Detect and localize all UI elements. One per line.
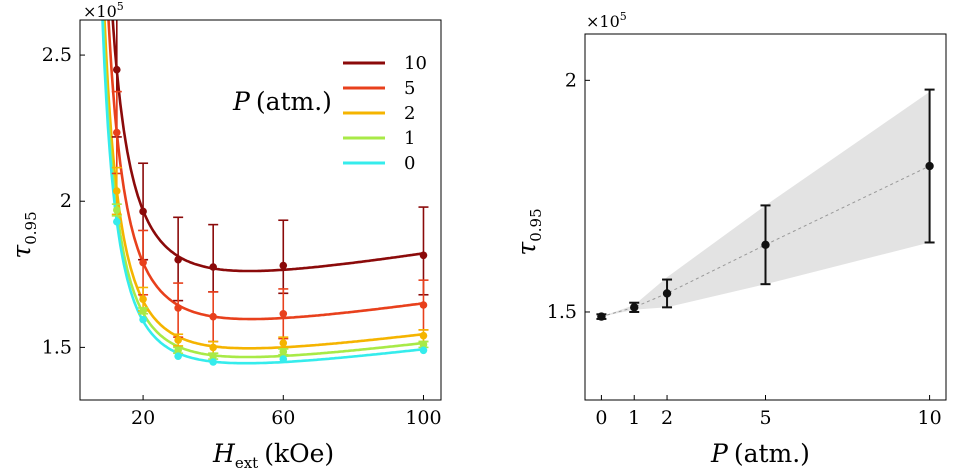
legend-item-0: 0 <box>343 153 415 174</box>
data-point <box>597 312 606 321</box>
data-point <box>662 289 672 298</box>
data-point-5 <box>113 128 121 137</box>
legend-item-10: 10 <box>343 53 427 74</box>
y-tick-label: 2.5 <box>42 44 72 66</box>
data-point-2 <box>209 343 217 352</box>
data-point-5 <box>139 258 147 267</box>
trend-line <box>601 165 930 318</box>
right-data-points <box>597 161 934 321</box>
x-tick-label: 0 <box>595 407 607 429</box>
left-xlabel: Hext (kOe) <box>212 439 334 471</box>
legend-label: 10 <box>404 53 427 74</box>
data-point-2 <box>139 295 147 303</box>
legend-label: 2 <box>404 103 415 124</box>
error-bar-10 <box>278 219 289 295</box>
data-point-0 <box>419 346 428 355</box>
data-point-5 <box>209 312 217 321</box>
data-point-10 <box>139 207 147 216</box>
x-tick-label: 2 <box>661 407 673 429</box>
left-ylabel: τ0.95 <box>7 211 40 258</box>
legend-label: 5 <box>404 78 415 99</box>
data-point <box>630 303 639 312</box>
data-point-2 <box>113 187 121 195</box>
series-line-0 <box>101 20 424 365</box>
data-point-10 <box>174 255 182 264</box>
data-point-1 <box>209 352 217 360</box>
x-tick-label: 5 <box>759 407 771 429</box>
uncertainty-band <box>601 91 930 317</box>
right-xlabel: P (atm.) <box>710 439 810 468</box>
data-point-0 <box>113 217 121 226</box>
series-line-1 <box>101 20 424 359</box>
data-point-2 <box>174 336 182 344</box>
left-error-bars <box>111 20 429 360</box>
left-multiplier: ×105 <box>83 0 124 21</box>
x-tick-label: 60 <box>271 407 295 429</box>
right-ylabel: τ0.95 <box>512 208 545 255</box>
data-point-1 <box>139 307 147 315</box>
error-bar-10 <box>208 223 219 293</box>
series-line-5 <box>107 20 424 321</box>
y-tick-label: 1.5 <box>42 336 72 358</box>
data-point-2 <box>279 339 288 347</box>
data-point-1 <box>174 346 182 355</box>
data-point-1 <box>419 340 428 349</box>
legend-title: P (atm.) <box>232 87 332 116</box>
legend-item-2: 2 <box>343 103 415 124</box>
data-point-0 <box>139 315 147 324</box>
x-tick-label: 20 <box>131 407 155 429</box>
legend-label: 1 <box>404 128 415 149</box>
data-point <box>761 240 770 249</box>
right-ticks: 0 1 2 5 101.52 <box>547 69 942 429</box>
x-tick-label: 10 <box>917 407 941 429</box>
data-point-5 <box>174 304 182 312</box>
data-point-5 <box>419 301 428 309</box>
series-line-10 <box>111 20 424 273</box>
y-tick-label: 1.5 <box>547 301 577 323</box>
left-axes-frame <box>79 19 442 401</box>
x-tick-label: 1 <box>628 407 640 429</box>
data-point-5 <box>279 309 288 318</box>
series-line-2 <box>103 20 424 350</box>
left-data-points <box>113 65 428 366</box>
legend-item-1: 1 <box>343 128 415 149</box>
right-panel: 0 1 2 5 101.52 ×105 P (atm.) τ0.95 <box>512 10 947 468</box>
legend-item-5: 5 <box>343 78 415 99</box>
left-series-lines <box>101 20 424 365</box>
data-point-10 <box>279 261 288 270</box>
data-point-0 <box>209 358 217 366</box>
data-point-0 <box>174 352 182 360</box>
data-point-0 <box>279 355 288 363</box>
data-point-10 <box>209 263 217 271</box>
x-tick-label: 100 <box>405 407 441 429</box>
y-tick-label: 2 <box>60 190 72 212</box>
y-tick-label: 2 <box>565 69 577 91</box>
data-point-1 <box>113 206 121 214</box>
data-point-10 <box>419 251 428 260</box>
data-point-2 <box>419 331 428 340</box>
data-point-1 <box>279 347 288 356</box>
data-point-10 <box>113 65 121 74</box>
legend-label: 0 <box>404 153 415 174</box>
data-point <box>925 161 934 171</box>
right-multiplier: ×105 <box>586 10 627 31</box>
